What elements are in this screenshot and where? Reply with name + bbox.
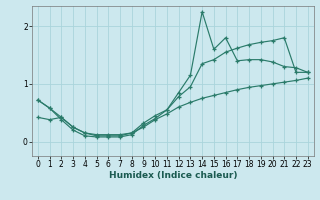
X-axis label: Humidex (Indice chaleur): Humidex (Indice chaleur)	[108, 171, 237, 180]
